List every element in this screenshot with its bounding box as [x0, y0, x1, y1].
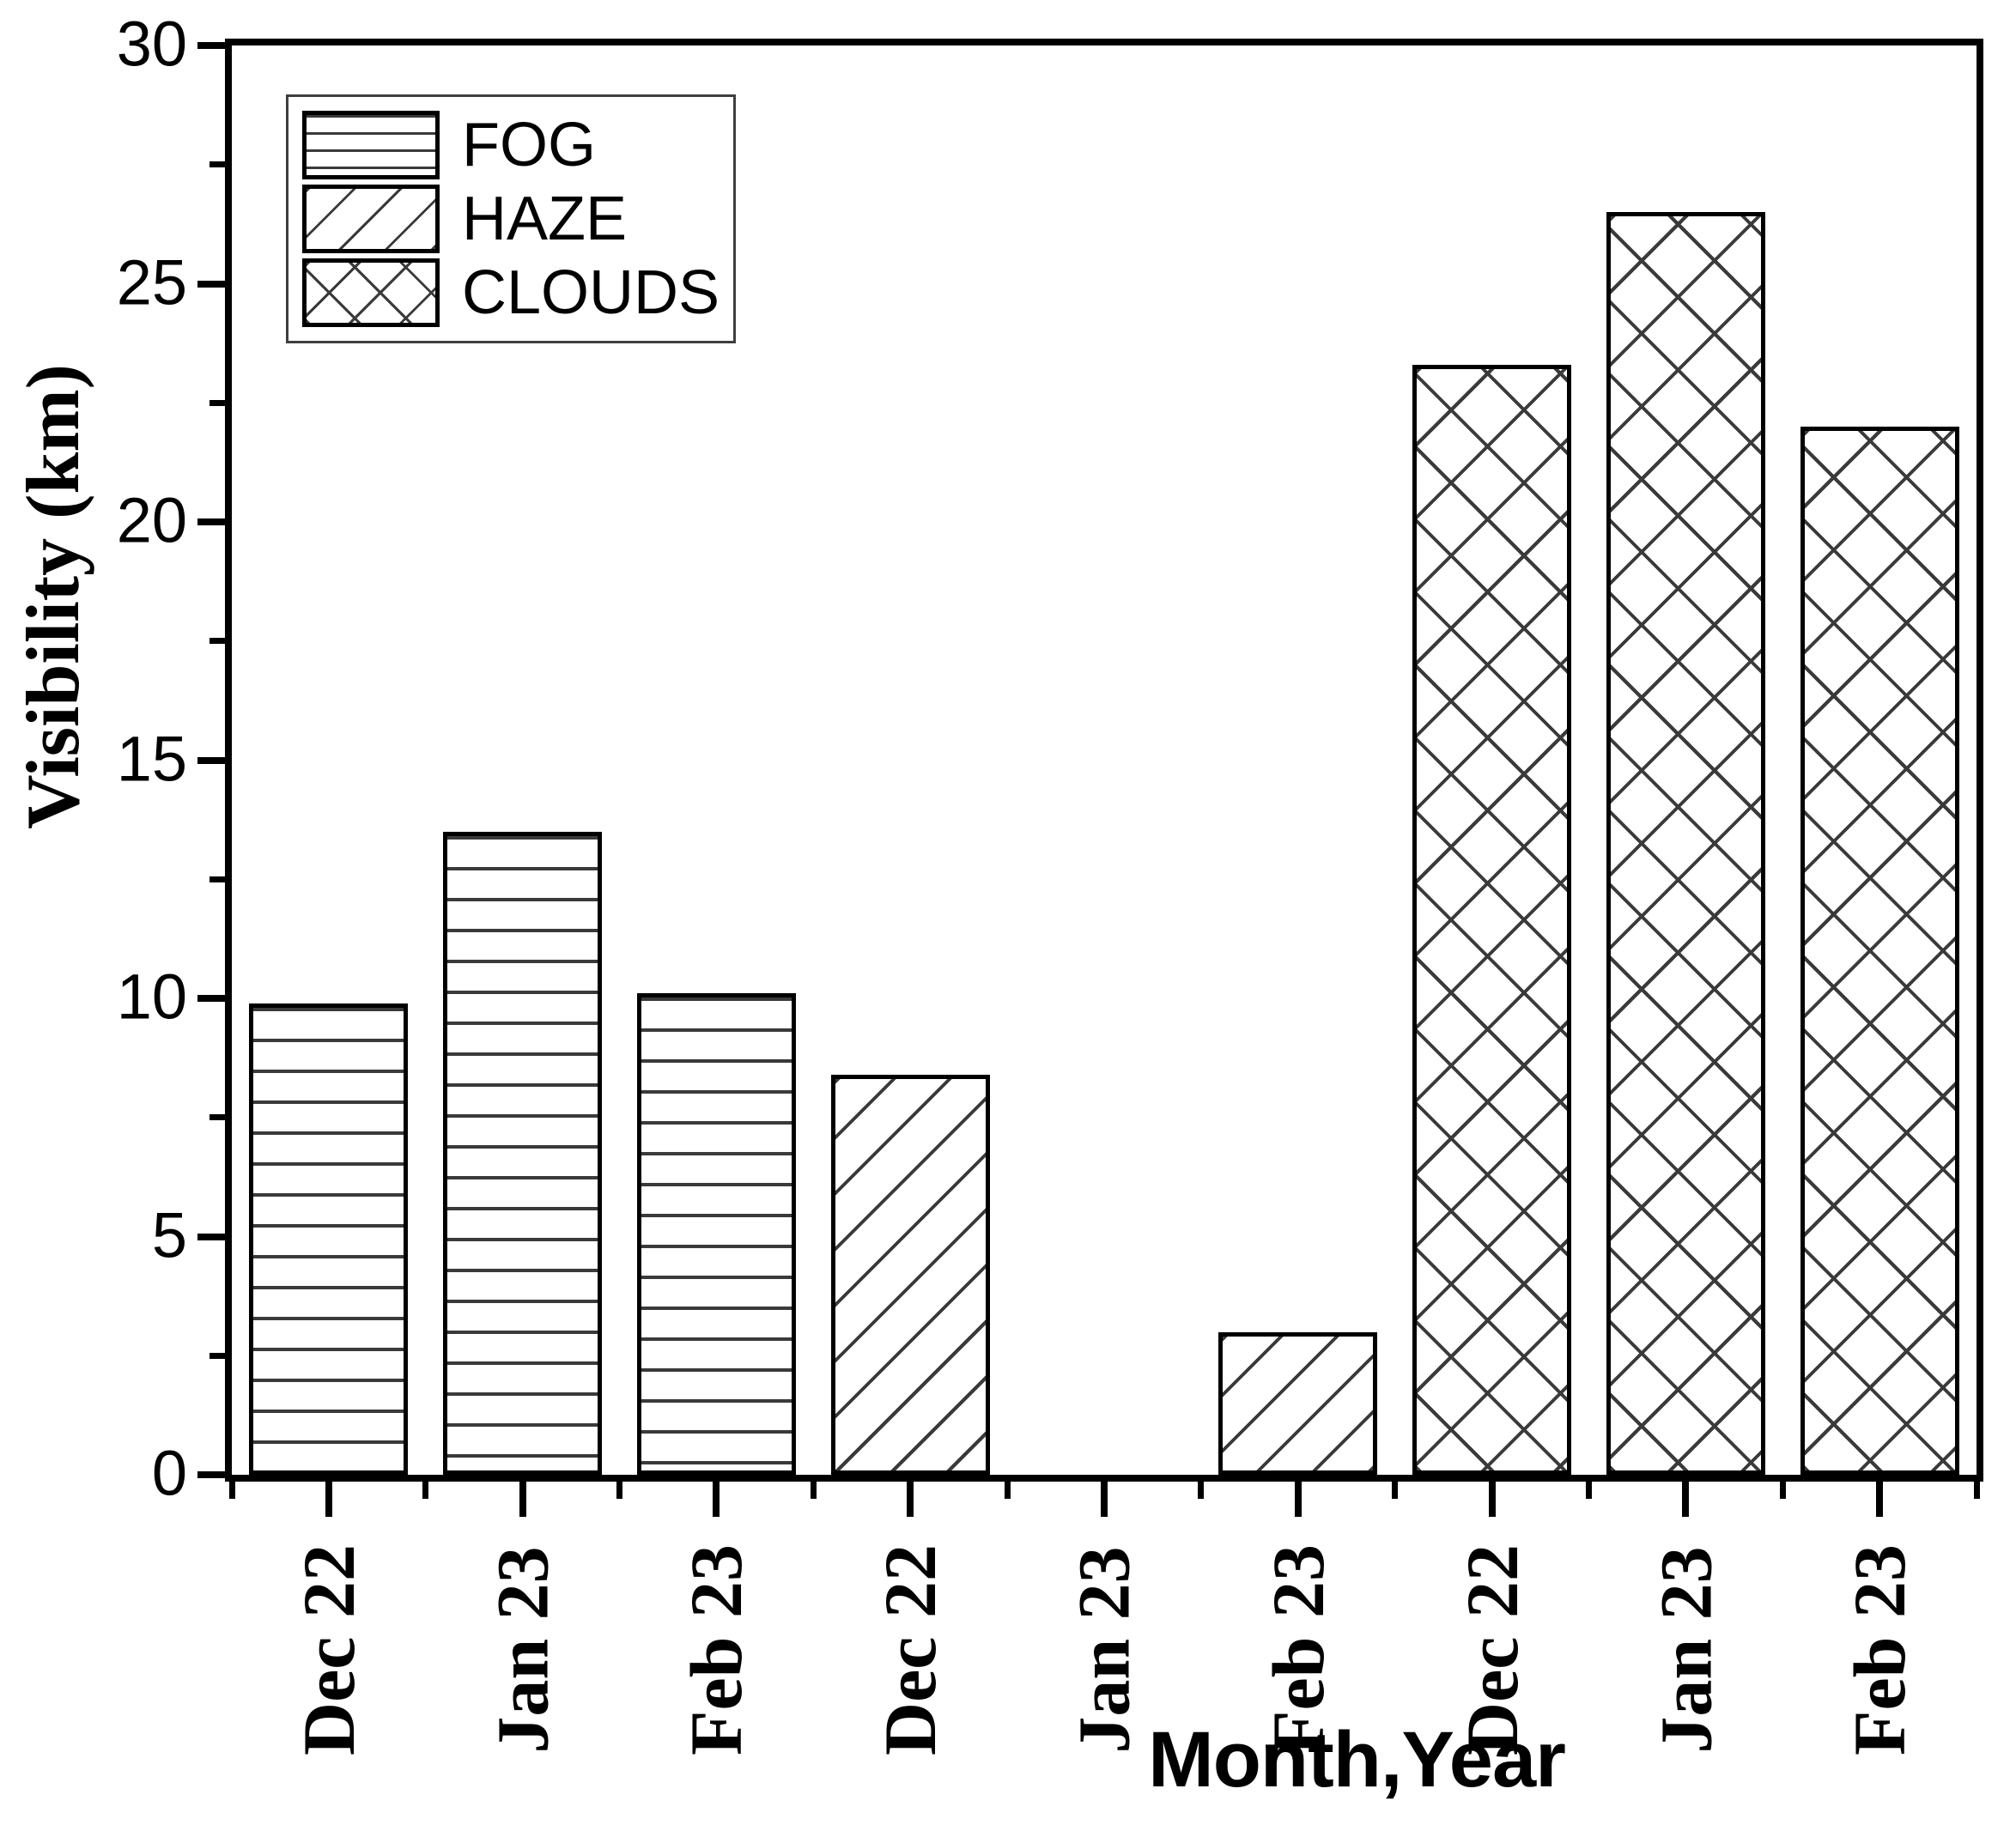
x-major-tick — [1876, 1482, 1884, 1517]
y-minor-tick — [209, 1352, 225, 1359]
x-tick-label-text: Feb 23 — [675, 1543, 758, 1756]
bar-clouds-dec-22 — [1412, 364, 1572, 1475]
y-major-tick — [197, 1233, 225, 1240]
x-minor-tick — [616, 1482, 623, 1499]
bar-clouds-feb-23 — [1800, 427, 1959, 1475]
legend: FOG HAZE CLOUDS — [286, 94, 737, 343]
y-major-tick — [197, 42, 225, 49]
x-major-tick — [1488, 1482, 1496, 1517]
y-tick-label: 10 — [116, 961, 187, 1033]
x-minor-tick — [1973, 1482, 1980, 1499]
x-major-tick — [1101, 1482, 1108, 1517]
y-major-tick — [197, 1471, 225, 1478]
y-tick-label: 5 — [151, 1199, 187, 1271]
bar-fog-feb-23 — [636, 993, 796, 1475]
x-axis-title: Month,Year — [1148, 1716, 1566, 1804]
y-major-tick — [197, 756, 225, 764]
bar-haze-feb-23 — [1218, 1331, 1378, 1475]
x-major-tick — [1682, 1482, 1690, 1517]
x-tick-label: Feb 23 — [1751, 1521, 2008, 1779]
x-minor-tick — [810, 1482, 817, 1499]
y-minor-tick — [209, 399, 225, 406]
x-tick-label-text: Feb 23 — [1838, 1543, 1922, 1756]
y-minor-tick — [209, 876, 225, 882]
legend-label-fog: FOG — [462, 111, 596, 179]
y-tick-label: 25 — [116, 246, 187, 318]
y-minor-tick — [209, 161, 225, 168]
x-minor-tick — [1585, 1482, 1592, 1499]
y-major-tick — [197, 995, 225, 1002]
y-minor-tick — [209, 638, 225, 645]
x-minor-tick — [1198, 1482, 1205, 1499]
x-major-tick — [519, 1482, 526, 1517]
bar-fog-dec-22 — [249, 1003, 409, 1475]
x-tick-label-text: Jan 23 — [481, 1546, 564, 1754]
y-tick-label: 30 — [116, 8, 187, 80]
y-major-tick — [197, 280, 225, 288]
x-minor-tick — [422, 1482, 429, 1499]
fog-pattern-swatch — [302, 111, 440, 179]
y-tick-label: 20 — [116, 484, 187, 556]
x-major-tick — [1294, 1482, 1302, 1517]
y-axis-title-text: Visibility (km) — [11, 364, 95, 829]
y-tick-label: 15 — [116, 723, 187, 795]
x-major-tick — [907, 1482, 914, 1517]
bar-haze-dec-22 — [830, 1074, 990, 1475]
legend-item-haze: HAZE — [302, 185, 720, 253]
x-minor-tick — [1392, 1482, 1399, 1499]
x-minor-tick — [1779, 1482, 1786, 1499]
legend-label-haze: HAZE — [462, 185, 628, 253]
bar-clouds-jan-23 — [1606, 212, 1765, 1475]
plot-area: 0 5 10 15 20 25 30 Dec 22 Jan 23 Feb 23 Dec 22 Jan … — [117, 12, 1983, 1755]
y-axis-title: Visibility (km) — [0, 240, 107, 953]
clouds-pattern-swatch — [302, 258, 440, 327]
x-major-tick — [325, 1482, 332, 1517]
x-tick-label-text: Dec 22 — [287, 1544, 370, 1755]
x-major-tick — [713, 1482, 720, 1517]
y-minor-tick — [209, 1114, 225, 1121]
x-minor-tick — [1004, 1482, 1011, 1499]
legend-label-clouds: CLOUDS — [462, 258, 720, 327]
legend-item-fog: FOG — [302, 111, 720, 179]
y-tick-label: 0 — [151, 1437, 187, 1509]
y-major-tick — [197, 518, 225, 525]
x-minor-tick — [228, 1482, 235, 1499]
bar-fog-jan-23 — [443, 831, 603, 1475]
legend-item-clouds: CLOUDS — [302, 258, 720, 327]
x-tick-label-text: Dec 22 — [869, 1544, 952, 1755]
haze-pattern-swatch — [302, 185, 440, 253]
x-tick-label-text: Jan 23 — [1644, 1546, 1728, 1754]
